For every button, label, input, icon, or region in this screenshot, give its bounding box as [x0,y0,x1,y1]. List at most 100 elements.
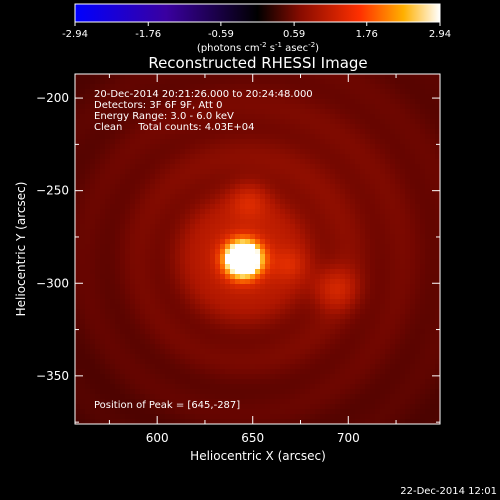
heatmap-cell [135,334,141,340]
heatmap-cell [270,174,276,180]
heatmap-cell [195,169,201,175]
heatmap-cell [375,294,381,300]
heatmap-cell [355,94,361,100]
heatmap-cell [125,129,131,135]
heatmap-cell [125,199,131,205]
heatmap-cell [370,254,376,260]
heatmap-cell [160,329,166,335]
heatmap-cell [95,389,101,395]
heatmap-cell [160,219,166,225]
heatmap-cell [210,314,216,320]
heatmap-cell [140,149,146,155]
heatmap-cell [230,214,236,220]
heatmap-cell [415,104,421,110]
heatmap-cell [155,84,161,90]
heatmap-cell [125,359,131,365]
heatmap-cell [235,94,241,100]
heatmap-cell [220,294,226,300]
heatmap-cell [280,229,286,235]
heatmap-cell [155,149,161,155]
heatmap-cell [255,229,261,235]
heatmap-cell [165,254,171,260]
heatmap-cell [380,294,386,300]
heatmap-cell [420,144,426,150]
heatmap-cell [260,104,266,110]
heatmap-cell [105,294,111,300]
heatmap-cell [310,94,316,100]
heatmap-cell [255,139,261,145]
heatmap-cell [220,89,226,95]
heatmap-cell [420,159,426,165]
heatmap-cell [250,89,256,95]
heatmap-cell [170,114,176,120]
heatmap-cell [80,234,86,240]
heatmap-cell [110,109,116,115]
heatmap-cell [285,404,291,410]
heatmap-cell [265,349,271,355]
heatmap-cell [205,324,211,330]
heatmap-cell [85,299,91,305]
heatmap-cell [165,179,171,185]
heatmap-cell [435,194,440,200]
heatmap-cell [405,124,411,130]
heatmap-cell [240,354,246,360]
heatmap-cell [315,239,321,245]
heatmap-cell [365,324,371,330]
heatmap-cell [350,274,356,280]
heatmap-cell [215,239,221,245]
heatmap-cell [130,89,136,95]
heatmap-cell [235,89,241,95]
heatmap-cell [80,354,86,360]
heatmap-cell [405,99,411,105]
heatmap-cell [80,164,86,170]
heatmap-cell [190,264,196,270]
heatmap-cell [85,109,91,115]
heatmap-cell [425,109,431,115]
heatmap-cell [235,329,241,335]
heatmap-cell [150,369,156,375]
heatmap-cell [420,149,426,155]
heatmap-cell [80,194,86,200]
heatmap-cell [170,299,176,305]
heatmap-cell [265,234,271,240]
heatmap-cell [350,169,356,175]
heatmap-cell [200,224,206,230]
heatmap-cell [205,404,211,410]
heatmap-cell [255,279,261,285]
heatmap-cell [190,129,196,135]
heatmap-cell [185,284,191,290]
heatmap-cell [290,89,296,95]
heatmap-cell [365,99,371,105]
heatmap-cell [305,179,311,185]
heatmap-cell [300,144,306,150]
heatmap-cell [330,74,336,80]
heatmap-cell [330,184,336,190]
heatmap-cell [105,239,111,245]
heatmap-cell [320,299,326,305]
heatmap-cell [180,404,186,410]
heatmap-cell [330,374,336,380]
heatmap-cell [390,294,396,300]
heatmap-cell [230,284,236,290]
heatmap-cell [140,294,146,300]
heatmap-cell [275,304,281,310]
heatmap-cell [205,294,211,300]
heatmap-cell [215,274,221,280]
heatmap-cell [205,269,211,275]
heatmap-cell [100,224,106,230]
colorbar-tick-label: -1.76 [135,29,161,40]
heatmap-cell [135,204,141,210]
heatmap-cell [295,359,301,365]
heatmap-cell [385,99,391,105]
heatmap-cell [80,394,86,400]
heatmap-cell [100,214,106,220]
heatmap-cell [190,189,196,195]
heatmap-cell [150,289,156,295]
heatmap-cell [390,259,396,265]
heatmap-cell [430,139,436,145]
heatmap-cell [320,394,326,400]
heatmap-cell [370,314,376,320]
heatmap-cell [200,274,206,280]
heatmap-cell [260,284,266,290]
heatmap-cell [365,184,371,190]
